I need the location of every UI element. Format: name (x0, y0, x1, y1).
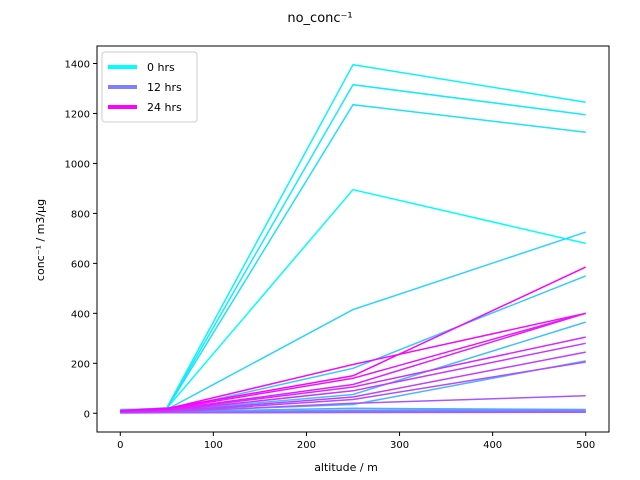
series-line-2 (120, 83, 586, 411)
x-tick-label-0: 0 (117, 440, 123, 451)
x-tick-label-5: 500 (576, 440, 595, 451)
x-tick-label-2: 200 (297, 440, 316, 451)
x-axis: 0 100 200 300 400 500 (117, 432, 595, 451)
legend: 0 hrs 12 hrs 24 hrs (101, 51, 198, 123)
y-tick-label-2: 400 (71, 309, 90, 320)
y-axis-label: conc⁻¹ / m3/µg (34, 199, 47, 281)
y-tick-label-0: 0 (84, 409, 90, 420)
legend-label-1: 12 hrs (147, 81, 182, 94)
legend-label-0: 0 hrs (147, 61, 175, 74)
y-tick-label-3: 600 (71, 259, 90, 270)
x-tick-label-1: 100 (204, 440, 223, 451)
chart-title: no_conc⁻¹ (287, 11, 352, 26)
series-line-24 (120, 266, 587, 412)
y-tick-label-4: 800 (71, 209, 90, 220)
series-line-15 (120, 411, 586, 414)
y-tick-label-5: 1000 (65, 159, 90, 170)
legend-label-2: 24 hrs (147, 101, 182, 114)
y-tick-label-6: 1200 (65, 109, 90, 120)
y-axis: 0 200 400 600 800 1000 1200 1400 (65, 59, 97, 420)
series-line-4 (120, 231, 586, 412)
plot-frame (96, 45, 610, 433)
y-tick-label-7: 1400 (65, 59, 90, 70)
legend-box (101, 51, 198, 123)
plot-lines (120, 63, 587, 414)
x-tick-label-3: 300 (390, 440, 409, 451)
x-tick-label-4: 400 (483, 440, 502, 451)
x-axis-label: altitude / m (314, 461, 378, 474)
y-tick-label-1: 200 (71, 359, 90, 370)
